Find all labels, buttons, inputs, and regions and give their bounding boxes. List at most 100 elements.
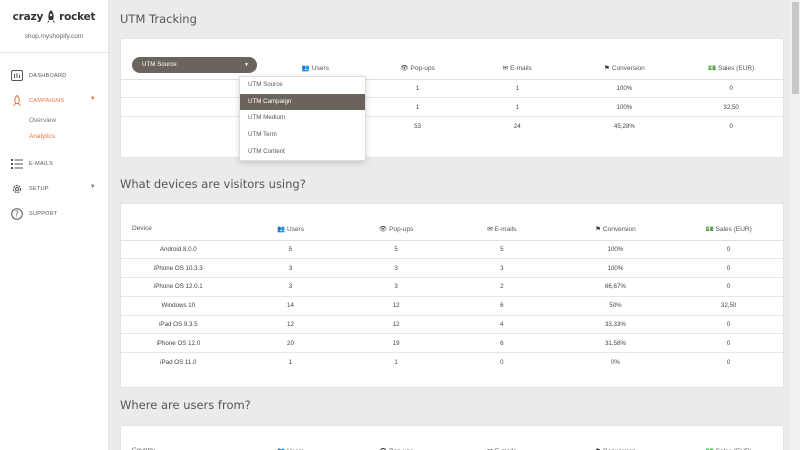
table-cell: 0%	[610, 358, 620, 366]
table-cell: 5	[235, 240, 346, 260]
table-row: iPhone OS 10.3.3 3 3 3 100% 0	[121, 258, 783, 279]
location-header-conversion-label: Conversion	[603, 448, 636, 450]
table-row: 56 53 24 45,28% 0	[121, 117, 783, 136]
logo-text-left: crazy	[12, 11, 44, 23]
table-cell: 100%	[556, 258, 675, 279]
svg-text:?: ?	[14, 209, 18, 218]
subnav-analytics[interactable]: Analytics	[29, 133, 56, 140]
table-cell: 32,50	[679, 97, 783, 118]
logo-text-right: rocket	[59, 11, 96, 23]
flag-icon: ⚑	[595, 225, 601, 233]
utm-option-campaign[interactable]: UTM Campaign	[240, 93, 365, 111]
table-cell: 0	[674, 315, 783, 335]
dashboard-icon	[10, 69, 23, 82]
table-cell: 32,50	[674, 296, 783, 316]
table-cell: 4	[446, 315, 557, 335]
utm-option-term[interactable]: UTM Term	[248, 131, 277, 139]
subnav-overview[interactable]: Overview	[29, 117, 57, 124]
utm-type-select[interactable]: UTM Source ▼	[132, 57, 257, 73]
table-cell: 53	[414, 122, 421, 130]
utm-card: 👥 Users 👁 Pop-ups ✉ E-mails ⚑ Conversion 💵 Sa…	[120, 38, 784, 158]
envelope-icon: ✉	[502, 64, 509, 72]
flag-icon: ⚑	[604, 64, 610, 72]
devices-header-emails-label: E-mails	[494, 225, 517, 233]
devices-header-popups-label: Pop-ups	[389, 225, 414, 233]
eye-icon: 👁	[400, 64, 409, 72]
envelope-icon: ✉	[487, 447, 492, 450]
devices-header-users: 👥 Users	[235, 218, 346, 241]
location-header-users-label: Users	[287, 448, 304, 450]
table-row: 1 1 1 100% 0	[121, 79, 783, 99]
location-table: Country 👥Users 👁Pop-ups ✉E-mails ⚑Conver…	[121, 440, 783, 450]
table-cell: 0	[674, 277, 783, 297]
table-cell: 3	[235, 277, 346, 297]
flag-icon: ⚑	[595, 447, 601, 450]
table-row: Windows 10 14 12 6 50% 32,50	[121, 296, 783, 316]
table-cell: 45,28%	[613, 122, 635, 130]
table-cell: 1	[464, 97, 570, 118]
devices-header-conversion-label: Conversion	[602, 225, 636, 233]
eye-icon: 👁	[378, 225, 388, 233]
table-cell: 1	[288, 358, 293, 366]
users-icon: 👥	[277, 447, 285, 450]
nav-item-emails[interactable]: E-MAILS	[0, 151, 108, 176]
nav-item-dashboard[interactable]: DASHBOARD	[0, 63, 108, 88]
page-scrollbar[interactable]	[791, 0, 800, 450]
nav-item-support[interactable]: ? SUPPORT	[0, 201, 108, 226]
table-cell	[121, 79, 261, 99]
table-cell: 1	[464, 79, 570, 99]
table-cell: 0	[679, 79, 783, 99]
table-cell: 5	[446, 240, 557, 260]
nav-label-emails: E-MAILS	[29, 160, 54, 167]
location-header-conversion: ⚑Conversion	[556, 440, 675, 450]
table-cell: 6	[446, 296, 557, 316]
table-cell: 6	[446, 333, 557, 354]
help-icon: ?	[10, 207, 23, 220]
location-header-row: Country 👥Users 👁Pop-ups ✉E-mails ⚑Conver…	[121, 440, 783, 450]
money-icon: 💵	[705, 225, 714, 233]
list-icon	[10, 157, 23, 170]
campaigns-subnav: Overview Analytics	[0, 113, 108, 145]
utm-dropdown-menu: UTM Source UTM Campaign UTM Medium UTM T…	[239, 76, 366, 162]
utm-option-source[interactable]: UTM Source	[248, 81, 283, 88]
nav-item-campaigns[interactable]: CAMPAIGNS ▼	[0, 88, 108, 113]
table-cell: 100%	[556, 240, 675, 260]
utm-header-sales: 💵 Sales (EUR)	[679, 57, 783, 80]
nav-item-setup[interactable]: SETUP ▼	[0, 176, 108, 201]
table-row: Android 8.0.0 5 5 5 100% 0	[121, 240, 783, 260]
table-row: 1 1 1 100% 32,50	[121, 97, 783, 118]
table-cell: 3	[345, 277, 447, 297]
devices-header-sales-label: Sales (EUR)	[715, 225, 752, 233]
table-cell: 0	[729, 122, 733, 130]
utm-option-content[interactable]: UTM Content	[248, 147, 285, 155]
table-cell: 0	[674, 240, 783, 260]
crazyrocket-logo[interactable]: crazy rocket	[0, 0, 108, 30]
chevron-down-icon: ▼	[89, 184, 96, 190]
table-cell: 3	[446, 258, 557, 279]
main-content: UTM Tracking 👥 Users 👁 Pop-ups ✉ E-mails ⚑ C…	[109, 0, 791, 450]
devices-header-conversion: ⚑ Conversion	[556, 218, 675, 241]
eye-icon: 👁	[379, 447, 387, 450]
utm-option-medium[interactable]: UTM Medium	[248, 114, 286, 122]
table-cell: 24	[513, 122, 521, 130]
location-card: Country 👥Users 👁Pop-ups ✉E-mails ⚑Conver…	[120, 425, 784, 450]
scrollbar-thumb[interactable]	[792, 2, 799, 94]
location-header-users: 👥Users	[235, 440, 346, 450]
table-cell: 1	[370, 97, 465, 118]
location-header-country: Country	[121, 440, 236, 450]
devices-header-row: Device 👥 Users 👁 Pop-ups ✉ E-mails ⚑ Convers…	[121, 218, 783, 241]
device-name-cell: Android 8.0.0	[121, 240, 236, 260]
table-cell: 100%	[569, 97, 680, 118]
utm-section-title: UTM Tracking	[120, 12, 197, 26]
nav-label-campaigns: CAMPAIGNS	[29, 97, 65, 104]
table-cell: 1	[370, 79, 465, 99]
devices-header-device: Device	[121, 218, 236, 241]
gear-icon	[10, 182, 23, 195]
shop-domain: shop.myshopify.com	[0, 33, 108, 53]
devices-header-emails: ✉ E-mails	[446, 218, 557, 241]
devices-section-title: What devices are visitors using?	[120, 177, 306, 191]
location-header-emails-label: E-mails	[495, 448, 517, 450]
table-cell: 12	[345, 315, 447, 335]
table-cell: 33,33%	[556, 315, 675, 335]
device-name-cell: iPhone OS 12.0	[121, 333, 236, 354]
